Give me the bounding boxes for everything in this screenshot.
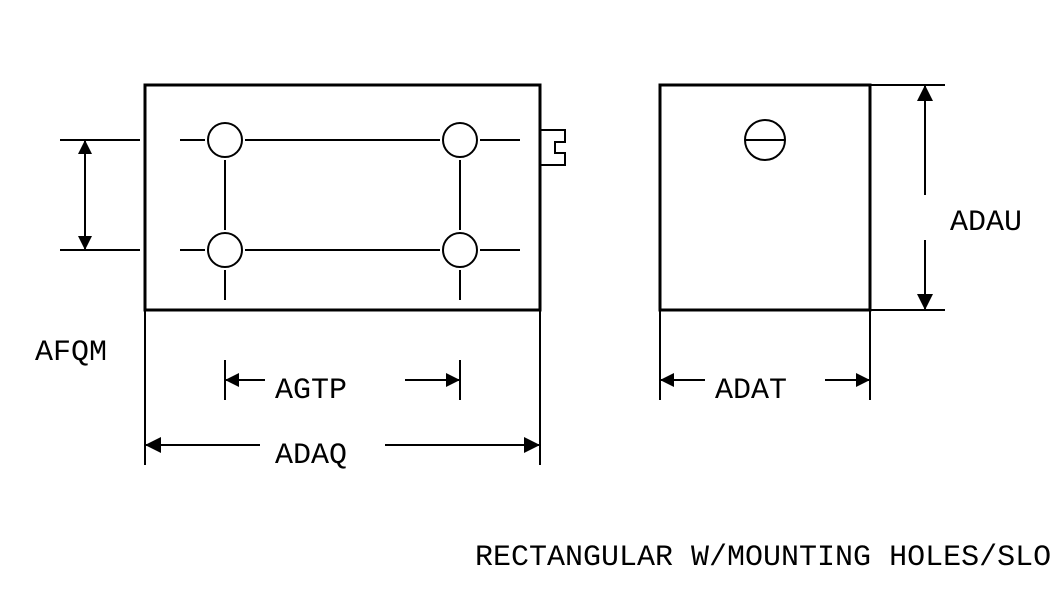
mounting-hole <box>443 233 477 267</box>
mounting-hole <box>208 123 242 157</box>
dim-label-adat: ADAT <box>715 374 787 408</box>
mounting-hole <box>443 123 477 157</box>
left-view-tab <box>540 130 565 165</box>
left-view-outline <box>145 85 540 310</box>
dim-label-adaq: ADAQ <box>275 439 347 473</box>
mounting-hole <box>208 233 242 267</box>
dim-label-adau: ADAU <box>950 206 1022 240</box>
diagram-title: RECTANGULAR W/MOUNTING HOLES/SLOTS <box>475 541 1050 575</box>
dim-label-afqm: AFQM <box>35 336 107 370</box>
dim-label-agtp: AGTP <box>275 374 347 408</box>
right-view-outline <box>660 85 870 310</box>
diagram-canvas: AFQM AGTP ADAQ ADAU ADAT RECTANGULAR W/MOUNTI… <box>0 0 1050 614</box>
